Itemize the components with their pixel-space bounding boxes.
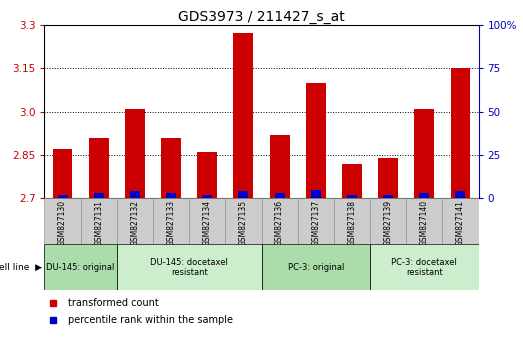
Text: transformed count: transformed count	[69, 298, 159, 308]
Bar	[238, 191, 248, 198]
Bar	[347, 195, 357, 198]
Text: GSM827131: GSM827131	[94, 200, 103, 246]
Bar	[125, 109, 145, 198]
Bar	[311, 190, 321, 198]
Bar	[53, 149, 73, 198]
Text: GSM827137: GSM827137	[311, 200, 320, 246]
Text: PC-3: original: PC-3: original	[288, 263, 344, 272]
Bar	[262, 244, 370, 290]
Bar	[334, 198, 370, 244]
Text: percentile rank within the sample: percentile rank within the sample	[69, 315, 233, 325]
Bar	[370, 244, 479, 290]
Bar	[378, 158, 398, 198]
Text: GSM827136: GSM827136	[275, 200, 284, 246]
Bar	[442, 198, 479, 244]
Bar	[406, 198, 442, 244]
Text: GSM827135: GSM827135	[239, 200, 248, 246]
Text: GSM827140: GSM827140	[420, 200, 429, 246]
Bar	[161, 137, 181, 198]
Bar	[58, 195, 67, 198]
Text: GSM827139: GSM827139	[383, 200, 393, 246]
Text: GSM827138: GSM827138	[347, 200, 357, 246]
Text: PC-3: docetaxel
resistant: PC-3: docetaxel resistant	[391, 258, 457, 277]
Bar	[383, 195, 393, 198]
Bar	[370, 198, 406, 244]
Bar	[81, 198, 117, 244]
Bar	[130, 191, 140, 198]
Bar	[270, 135, 290, 198]
Bar	[225, 198, 262, 244]
Bar	[298, 198, 334, 244]
Bar	[153, 198, 189, 244]
Bar	[450, 68, 470, 198]
Bar	[275, 193, 285, 198]
Bar	[414, 109, 434, 198]
Bar	[117, 198, 153, 244]
Bar	[456, 191, 465, 198]
Bar	[189, 198, 225, 244]
Bar	[117, 244, 262, 290]
Text: GSM827141: GSM827141	[456, 200, 465, 246]
Title: GDS3973 / 211427_s_at: GDS3973 / 211427_s_at	[178, 10, 345, 24]
Text: GSM827133: GSM827133	[166, 200, 176, 246]
Bar	[44, 244, 117, 290]
Text: GSM827132: GSM827132	[130, 200, 140, 246]
Text: DU-145: docetaxel
resistant: DU-145: docetaxel resistant	[150, 258, 228, 277]
Bar	[342, 164, 362, 198]
Bar	[166, 193, 176, 198]
Bar	[94, 193, 104, 198]
Bar	[233, 33, 253, 198]
Bar	[306, 82, 326, 198]
Text: cell line  ▶: cell line ▶	[0, 263, 42, 272]
Bar	[44, 198, 81, 244]
Bar	[202, 195, 212, 198]
Bar	[419, 193, 429, 198]
Text: DU-145: original: DU-145: original	[47, 263, 115, 272]
Bar	[262, 198, 298, 244]
Text: GSM827134: GSM827134	[203, 200, 212, 246]
Text: GSM827130: GSM827130	[58, 200, 67, 246]
Bar	[197, 152, 217, 198]
Bar	[89, 137, 109, 198]
